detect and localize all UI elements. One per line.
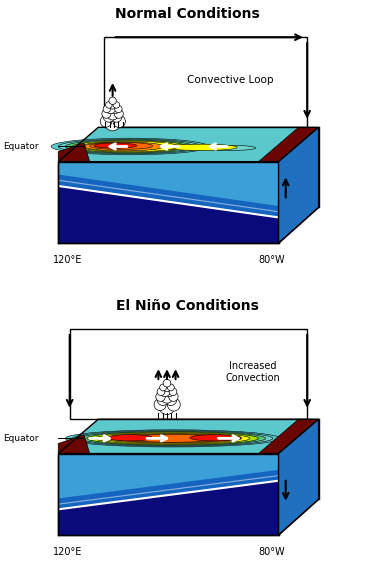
Polygon shape (58, 186, 279, 243)
Ellipse shape (58, 139, 201, 154)
Text: 80°W: 80°W (258, 255, 285, 265)
Ellipse shape (166, 144, 237, 150)
Circle shape (165, 394, 177, 406)
Circle shape (168, 384, 174, 391)
Circle shape (105, 102, 112, 108)
Ellipse shape (65, 140, 194, 153)
Circle shape (113, 102, 120, 108)
Circle shape (159, 386, 170, 397)
Circle shape (115, 105, 122, 113)
Circle shape (100, 116, 112, 127)
Circle shape (114, 109, 123, 118)
Ellipse shape (204, 145, 256, 150)
Ellipse shape (121, 435, 224, 442)
Circle shape (162, 382, 172, 392)
Polygon shape (58, 435, 90, 454)
Text: Normal Conditions: Normal Conditions (114, 7, 260, 21)
Circle shape (103, 110, 115, 122)
Polygon shape (258, 127, 319, 162)
Ellipse shape (80, 431, 266, 446)
Ellipse shape (51, 138, 208, 155)
Polygon shape (258, 419, 319, 454)
Polygon shape (279, 127, 319, 243)
Circle shape (156, 392, 165, 401)
Circle shape (154, 399, 166, 410)
Ellipse shape (81, 141, 178, 152)
Polygon shape (58, 419, 319, 454)
Polygon shape (58, 162, 279, 243)
Text: El Niño Conditions: El Niño Conditions (116, 299, 258, 313)
Ellipse shape (107, 435, 153, 441)
Polygon shape (58, 481, 279, 535)
Polygon shape (279, 419, 319, 535)
Text: 80°W: 80°W (258, 547, 285, 557)
Circle shape (109, 97, 116, 105)
Circle shape (164, 386, 175, 397)
Circle shape (157, 388, 165, 395)
Circle shape (111, 110, 122, 122)
Ellipse shape (113, 434, 233, 443)
Polygon shape (58, 470, 279, 509)
Ellipse shape (190, 435, 241, 441)
Text: Convective Loop: Convective Loop (187, 75, 273, 85)
Ellipse shape (65, 430, 280, 447)
Circle shape (160, 384, 166, 391)
Polygon shape (58, 175, 279, 217)
Ellipse shape (104, 434, 241, 443)
Ellipse shape (95, 432, 250, 444)
Circle shape (168, 398, 180, 411)
Circle shape (103, 105, 111, 113)
Polygon shape (279, 419, 319, 535)
Polygon shape (58, 127, 319, 162)
Circle shape (110, 103, 120, 114)
Polygon shape (58, 454, 279, 535)
Ellipse shape (87, 432, 258, 445)
Polygon shape (58, 127, 319, 162)
Circle shape (163, 379, 171, 387)
Text: Equator: Equator (3, 142, 38, 151)
Circle shape (159, 398, 175, 414)
Circle shape (107, 108, 119, 120)
Circle shape (169, 388, 177, 395)
Polygon shape (279, 127, 319, 243)
Polygon shape (58, 419, 319, 454)
Ellipse shape (94, 143, 137, 148)
Circle shape (160, 390, 174, 403)
Ellipse shape (73, 431, 273, 446)
Polygon shape (58, 162, 279, 243)
Text: Equator: Equator (3, 434, 38, 443)
Polygon shape (58, 454, 279, 535)
Circle shape (102, 109, 111, 118)
Text: 120°E: 120°E (52, 255, 82, 265)
Ellipse shape (90, 142, 153, 150)
Circle shape (157, 394, 169, 406)
Text: 120°E: 120°E (52, 547, 82, 557)
Ellipse shape (84, 142, 164, 151)
Ellipse shape (73, 140, 187, 153)
Circle shape (105, 115, 120, 131)
Text: Increased
Convection: Increased Convection (226, 361, 280, 383)
Circle shape (113, 115, 125, 128)
Circle shape (105, 103, 116, 114)
Polygon shape (58, 143, 90, 162)
Circle shape (108, 100, 117, 109)
Circle shape (169, 392, 178, 401)
